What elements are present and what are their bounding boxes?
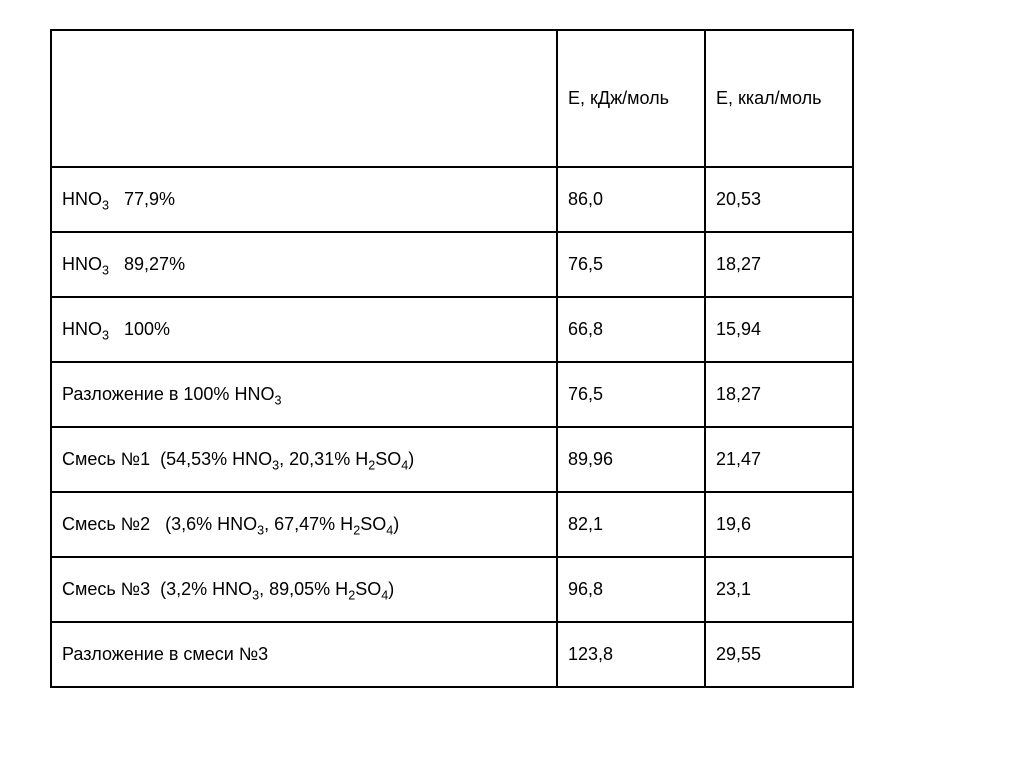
value-kj: 82,1	[556, 491, 706, 558]
header-cell-empty	[50, 29, 558, 168]
row-label: Разложение в смеси №3	[50, 621, 558, 688]
value-kj: 96,8	[556, 556, 706, 623]
value-kj: 66,8	[556, 296, 706, 363]
value-kj: 89,96	[556, 426, 706, 493]
value-kj: 86,0	[556, 166, 706, 233]
row-label: HNO3 89,27%	[50, 231, 558, 298]
value-kcal: 18,27	[704, 231, 854, 298]
value-kj: 123,8	[556, 621, 706, 688]
header-row: Е, кДж/моль Е, ккал/моль	[50, 29, 854, 168]
table-row: Смесь №3 (3,2% HNO3, 89,05% H2SO4) 96,8 23…	[50, 556, 854, 623]
row-label: HNO3 100%	[50, 296, 558, 363]
value-kcal: 20,53	[704, 166, 854, 233]
table-row: HNO3 77,9% 86,0 20,53	[50, 166, 854, 233]
table-row: Смесь №2 (3,6% HNO3, 67,47% H2SO4) 82,1 19…	[50, 491, 854, 558]
value-kcal: 23,1	[704, 556, 854, 623]
value-kcal: 29,55	[704, 621, 854, 688]
value-kcal: 15,94	[704, 296, 854, 363]
table-row: HNO3 89,27% 76,5 18,27	[50, 231, 854, 298]
value-kcal: 21,47	[704, 426, 854, 493]
header-cell-kcal: Е, ккал/моль	[704, 29, 854, 168]
row-label: HNO3 77,9%	[50, 166, 558, 233]
table-body: HNO3 77,9% 86,0 20,53 HNO3 89,27% 76,5 18,27 H…	[50, 166, 854, 688]
table-row: Смесь №1 (54,53% HNO3, 20,31% H2SO4) 89,9…	[50, 426, 854, 493]
row-label: Смесь №3 (3,2% HNO3, 89,05% H2SO4)	[50, 556, 558, 623]
value-kcal: 18,27	[704, 361, 854, 428]
header-cell-kj: Е, кДж/моль	[556, 29, 706, 168]
table-row: Разложение в смеси №3 123,8 29,55	[50, 621, 854, 688]
activation-energy-table: Е, кДж/моль Е, ккал/моль HNO3 77,9% 86,0 2…	[50, 29, 854, 688]
table-row: HNO3 100% 66,8 15,94	[50, 296, 854, 363]
row-label: Смесь №1 (54,53% HNO3, 20,31% H2SO4)	[50, 426, 558, 493]
value-kcal: 19,6	[704, 491, 854, 558]
table-row: Разложение в 100% HNO3 76,5 18,27	[50, 361, 854, 428]
value-kj: 76,5	[556, 361, 706, 428]
row-label: Разложение в 100% HNO3	[50, 361, 558, 428]
value-kj: 76,5	[556, 231, 706, 298]
row-label: Смесь №2 (3,6% HNO3, 67,47% H2SO4)	[50, 491, 558, 558]
